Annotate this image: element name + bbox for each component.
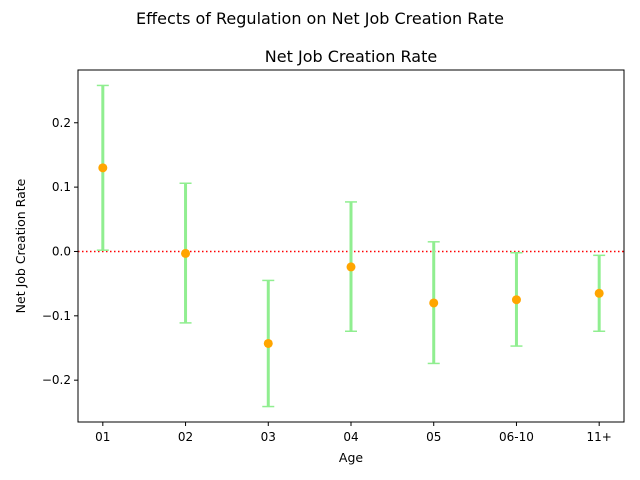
y-tick-label: −0.1: [42, 309, 71, 323]
data-point: [511, 295, 521, 305]
figure-suptitle: Effects of Regulation on Net Job Creatio…: [136, 9, 504, 28]
data-point: [429, 298, 439, 308]
x-tick-label: 11+: [587, 430, 612, 444]
y-tick-label: 0.2: [52, 116, 71, 130]
axis-ticks: 01 02 03 04 05 06-10 11+ −0.2 −0.1 0.0 0.1 0.2: [42, 116, 612, 444]
chart-title: Net Job Creation Rate: [265, 47, 437, 66]
y-tick-label: 0.1: [52, 180, 71, 194]
x-tick-label: 02: [178, 430, 193, 444]
data-point: [98, 163, 108, 173]
y-tick-label: 0.0: [52, 244, 71, 258]
x-tick-label: 04: [343, 430, 358, 444]
data-point: [346, 262, 356, 272]
x-tick-label: 05: [426, 430, 441, 444]
x-tick-label: 06-10: [499, 430, 534, 444]
data-point: [181, 248, 191, 258]
x-tick-label: 01: [95, 430, 110, 444]
plot-area: [78, 84, 624, 408]
y-tick-label: −0.2: [42, 373, 71, 387]
data-point: [594, 288, 604, 298]
x-tick-label: 03: [261, 430, 276, 444]
x-axis-label: Age: [339, 450, 363, 465]
y-axis-label: Net Job Creation Rate: [13, 178, 28, 313]
data-point: [263, 338, 273, 348]
